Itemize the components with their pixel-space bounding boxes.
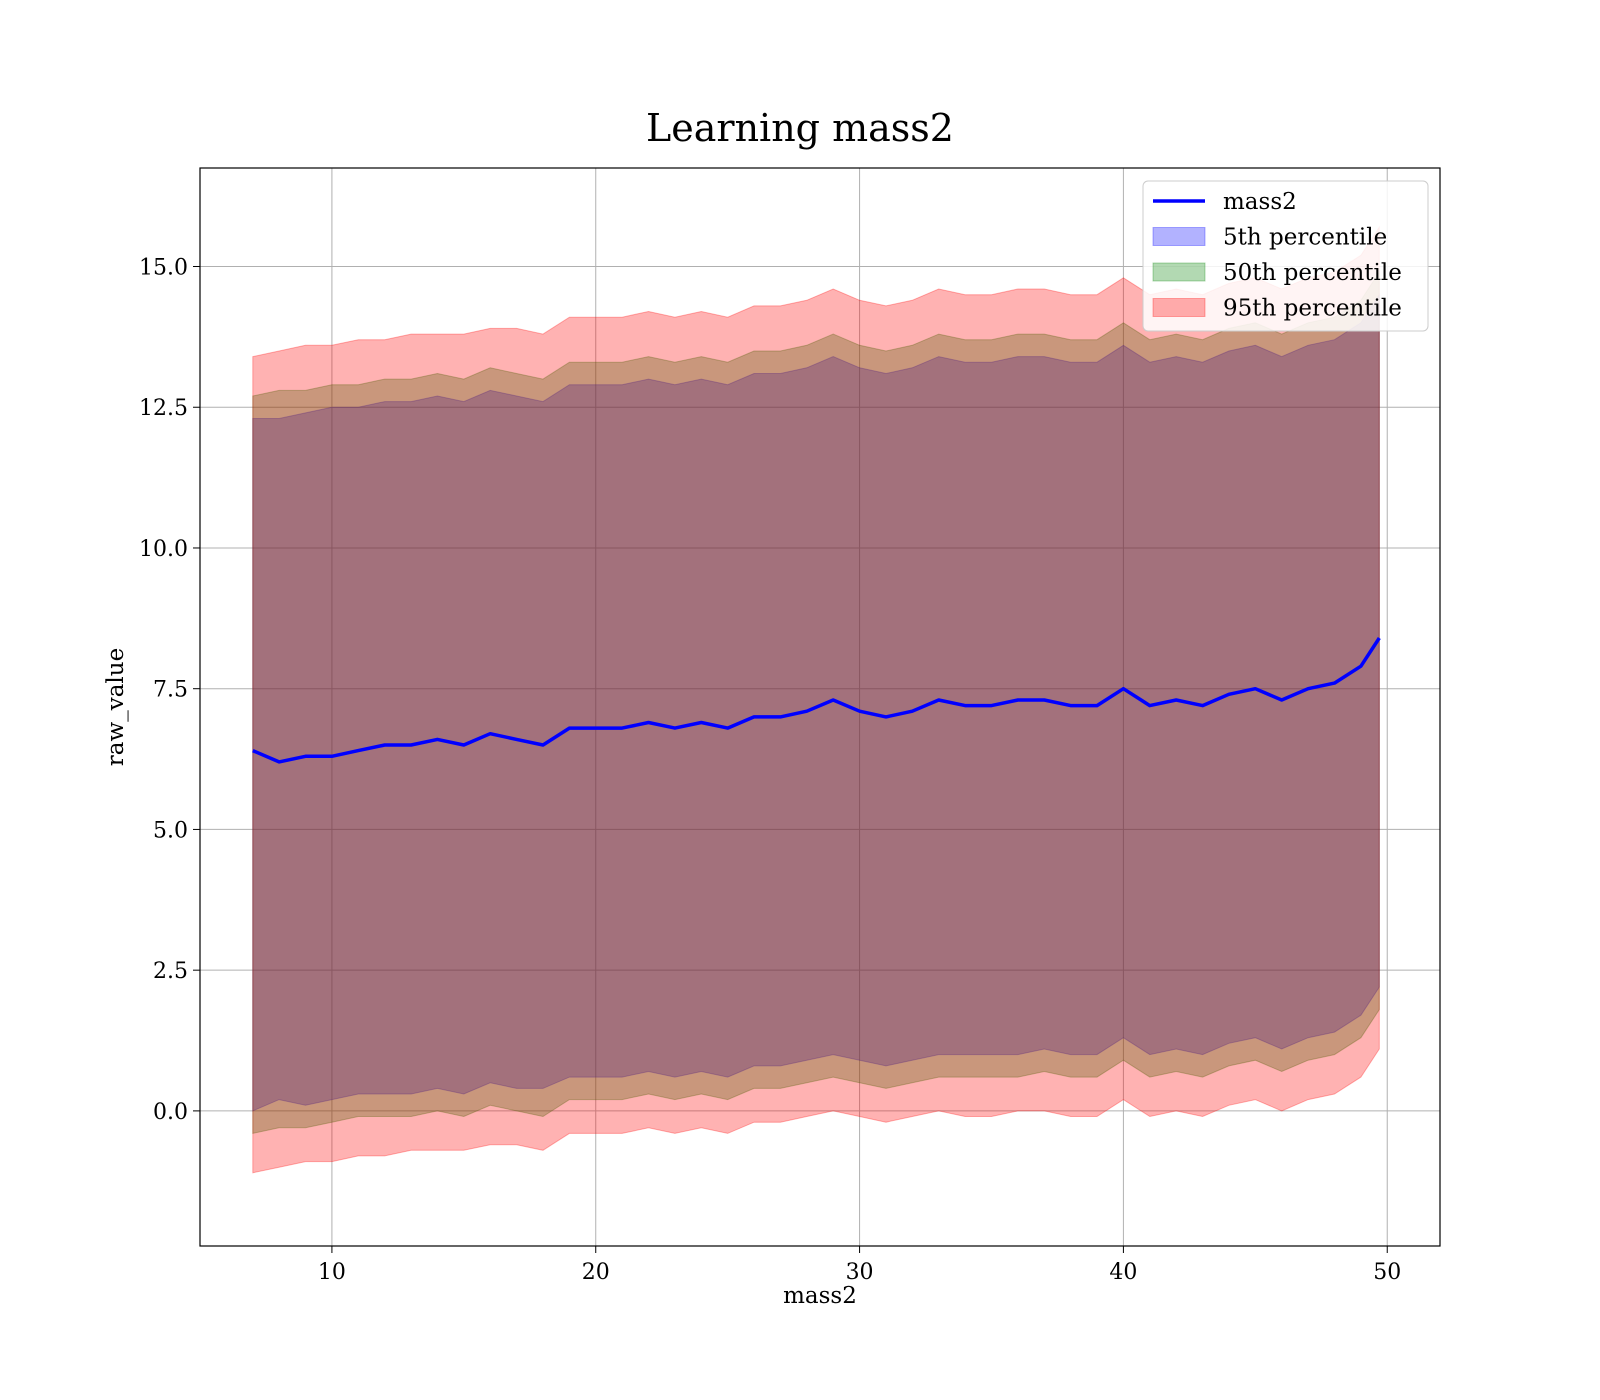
y-tick-label: 7.5 bbox=[153, 678, 188, 703]
plot-area bbox=[199, 167, 1441, 1247]
legend-marker bbox=[1152, 298, 1206, 317]
y-tick-label: 2.5 bbox=[153, 959, 188, 984]
x-tick-label: 40 bbox=[1109, 1260, 1137, 1285]
legend-marker bbox=[1152, 227, 1206, 246]
plot-frame bbox=[199, 167, 1441, 1247]
y-tick-label: 10.0 bbox=[139, 537, 188, 562]
legend-label: 95th percentile bbox=[1223, 296, 1402, 322]
band-5th-percentile bbox=[252, 293, 1380, 1112]
bands bbox=[252, 225, 1380, 1174]
band-95th-percentile bbox=[252, 225, 1380, 1174]
x-tick-label: 50 bbox=[1373, 1260, 1401, 1285]
y-tick-label: 0.0 bbox=[153, 1100, 188, 1125]
legend-label: 5th percentile bbox=[1223, 225, 1387, 251]
x-tick-label: 10 bbox=[318, 1260, 346, 1285]
y-tick-label: 12.5 bbox=[139, 396, 188, 421]
legend-label: 50th percentile bbox=[1223, 260, 1402, 286]
grid bbox=[200, 168, 1440, 1246]
y-tick-label: 15.0 bbox=[139, 256, 188, 281]
legend-label: mass2 bbox=[1223, 189, 1297, 215]
y-axis: 0.0 2.5 5.0 7.5 10.0 12.5 15.0 bbox=[139, 256, 200, 1125]
y-axis-label: raw_value bbox=[103, 648, 129, 766]
legend-box bbox=[1142, 180, 1429, 332]
x-axis-label: mass2 bbox=[783, 1283, 857, 1309]
x-axis: 10 20 30 40 50 bbox=[318, 1246, 1401, 1285]
x-tick-label: 30 bbox=[846, 1260, 874, 1285]
chart-title: Learning mass2 bbox=[646, 106, 954, 150]
band-50th-percentile bbox=[252, 270, 1380, 1135]
x-tick-label: 20 bbox=[582, 1260, 610, 1285]
legend: mass2 5th percentile 50th percentile 95th p… bbox=[1142, 180, 1429, 332]
legend-marker bbox=[1152, 262, 1206, 282]
series-line-mass2 bbox=[252, 637, 1381, 764]
lines bbox=[252, 637, 1381, 764]
y-tick-label: 5.0 bbox=[153, 818, 188, 843]
